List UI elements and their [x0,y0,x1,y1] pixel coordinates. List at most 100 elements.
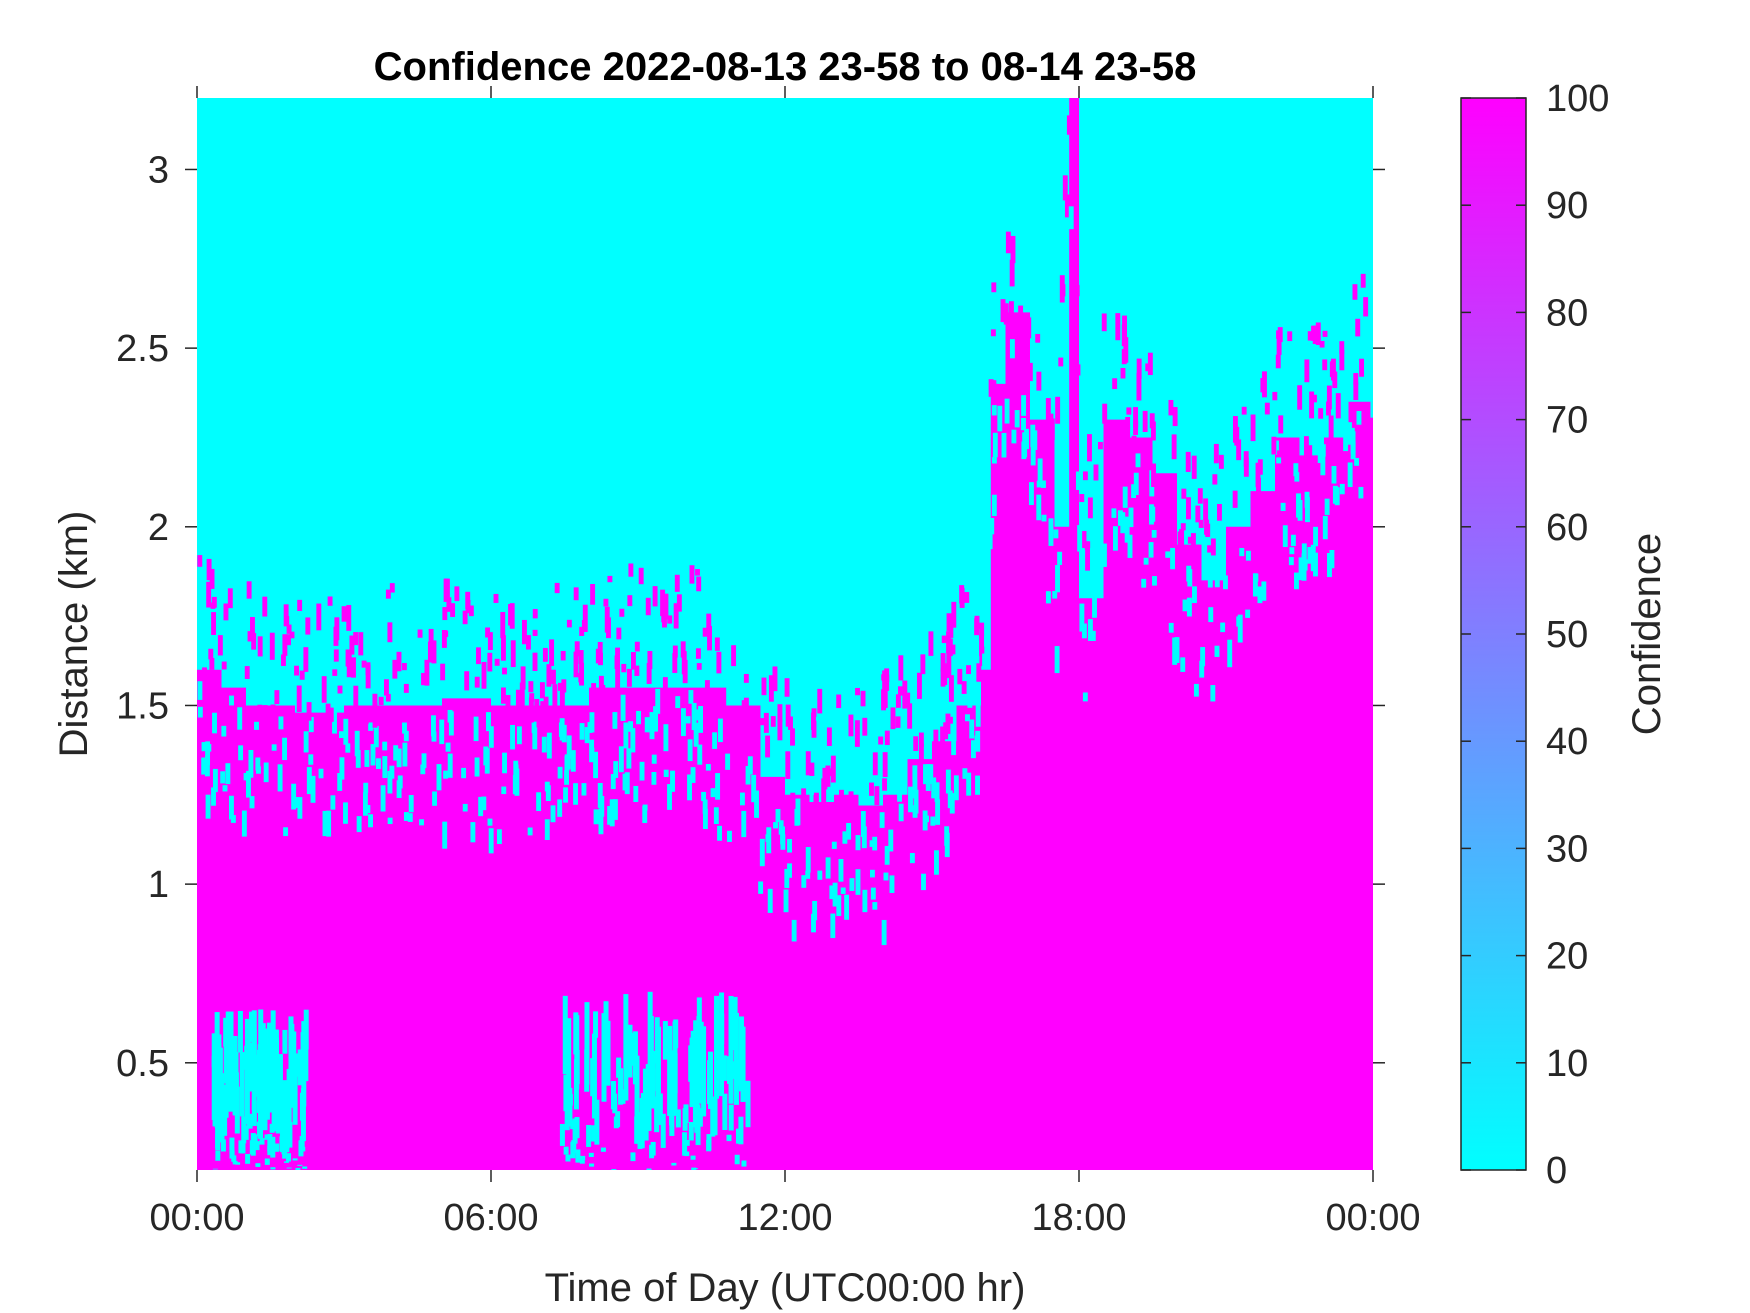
high-confidence-cell [839,789,844,812]
low-confidence-cell [230,815,236,823]
high-confidence-cell [1315,322,1321,346]
high-confidence-cell [1353,382,1359,401]
low-confidence-cell [672,1053,678,1094]
low-confidence-cell [974,735,980,752]
high-confidence-cell [714,637,720,651]
low-confidence-cell [277,764,283,792]
high-confidence-cell [682,659,688,684]
low-confidence-cell [275,1114,281,1134]
low-confidence-cell [1152,576,1157,586]
low-confidence-cell [855,835,861,851]
low-confidence-cell [368,722,374,730]
high-confidence-cell [785,704,791,727]
low-confidence-cell [586,1124,592,1147]
low-confidence-cell [924,815,929,823]
low-confidence-cell [252,1134,258,1144]
high-confidence-cell [895,694,901,708]
low-confidence-cell [754,790,759,818]
low-confidence-cell [219,1104,225,1143]
high-confidence-cell [825,765,831,787]
colorbar-tick-label: 90 [1546,185,1588,227]
high-confidence-cell [1204,519,1209,535]
low-confidence-cell [439,719,445,745]
high-confidence-cell [284,616,290,626]
low-confidence-cell [237,1010,243,1053]
low-confidence-cell [565,754,571,770]
low-confidence-cell [403,812,409,821]
high-confidence-cell [1210,538,1216,556]
low-confidence-cell [1347,462,1353,488]
high-confidence-cell [211,612,217,635]
low-confidence-cell [300,1146,306,1152]
high-confidence-cell [464,671,470,691]
low-confidence-cell [783,889,789,913]
high-confidence-cell [1322,330,1328,337]
low-confidence-cell [389,765,395,779]
low-confidence-cell [1135,453,1141,468]
low-confidence-cell [587,722,593,733]
high-confidence-cell [365,664,371,689]
high-confidence-cell [628,563,634,577]
low-confidence-cell [213,1033,219,1073]
low-confidence-cell [632,1031,638,1085]
high-confidence-cell [1322,359,1328,371]
low-confidence-cell [634,1055,640,1124]
low-confidence-cell [295,1167,301,1170]
low-confidence-cell [970,740,976,759]
low-confidence-cell [382,756,388,779]
low-confidence-cell [1037,458,1043,483]
high-confidence-cell [508,604,513,626]
low-confidence-cell [733,1012,739,1105]
low-confidence-cell [387,770,393,794]
heatmap-plot-area [197,98,1373,1170]
low-confidence-cell [362,792,368,816]
low-confidence-cell [1265,473,1270,486]
low-confidence-cell [264,1134,270,1140]
low-confidence-cell [205,741,211,766]
low-confidence-cell [255,1163,261,1167]
low-confidence-cell [1294,572,1299,590]
low-confidence-cell [363,782,369,793]
low-confidence-cell [593,1011,599,1038]
high-confidence-cell [1278,415,1284,434]
low-confidence-cell [912,805,918,818]
high-confidence-cell [947,716,953,724]
high-confidence-cell [515,689,521,718]
low-confidence-cell [1090,630,1096,641]
high-confidence-cell [1353,373,1359,385]
low-confidence-cell [563,1074,569,1112]
low-confidence-cell [212,1110,218,1127]
low-confidence-cell [872,902,878,910]
high-confidence-cell [306,702,312,721]
low-confidence-cell [382,741,388,751]
high-confidence-cell [321,676,327,703]
high-confidence-cell [274,690,280,705]
low-confidence-cell [991,494,997,517]
high-confidence-cell [337,685,343,694]
high-confidence-cell [882,752,888,777]
low-confidence-cell [255,757,261,771]
low-confidence-cell [735,1128,741,1144]
low-confidence-cell [717,718,723,743]
colorbar-tick-label: 50 [1546,614,1588,656]
high-confidence-cell [566,619,572,628]
low-confidence-cell [201,757,207,775]
low-confidence-cell [1055,494,1061,520]
low-confidence-cell [373,725,379,748]
high-confidence-cell [358,632,364,656]
high-confidence-cell [389,583,395,593]
low-confidence-cell [1347,422,1352,445]
high-confidence-cell [898,686,903,696]
low-confidence-cell [396,780,402,798]
low-confidence-cell [992,432,998,458]
low-confidence-cell [651,754,657,764]
high-confidence-cell [573,651,579,678]
low-confidence-cell [1021,441,1027,460]
high-confidence-cell [988,379,994,397]
low-confidence-cell [254,1054,260,1077]
low-confidence-cell [584,1002,590,1085]
low-confidence-cell [682,1108,688,1131]
low-confidence-cell [1131,484,1137,498]
low-confidence-cell [1165,551,1171,558]
low-confidence-cell [732,996,738,1051]
